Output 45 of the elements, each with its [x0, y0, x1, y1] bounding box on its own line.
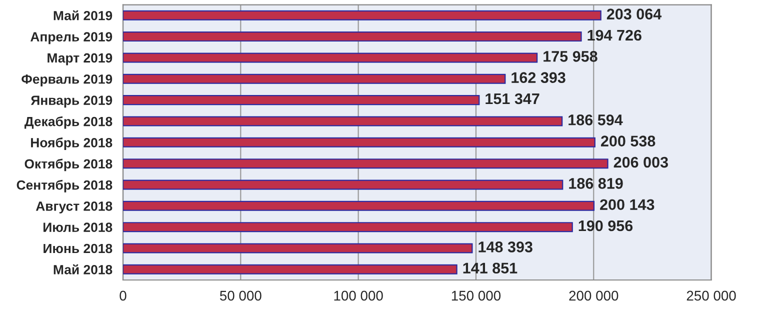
- data-label: 190 956: [578, 220, 633, 232]
- bar: [123, 200, 595, 211]
- y-tick-label: Март 2019: [48, 53, 112, 66]
- x-tick-label: 150 000: [452, 290, 501, 301]
- y-tick-label: Январь 2019: [30, 96, 112, 108]
- data-label: 186 594: [568, 114, 623, 126]
- bar: [123, 158, 608, 169]
- y-tick-label: Май 2019: [54, 10, 112, 20]
- x-tick-label: 250 000: [686, 290, 736, 301]
- y-tick-label: Апрель 2019: [30, 32, 112, 44]
- y-tick-label: Декабрь 2018: [24, 116, 112, 129]
- bar: [123, 180, 564, 190]
- bar: [123, 52, 538, 63]
- bar: [123, 116, 563, 126]
- y-tick-label: Ноябрь 2018: [31, 138, 112, 150]
- bar: [123, 32, 582, 42]
- bar: [123, 95, 480, 106]
- data-label: 162 393: [512, 72, 566, 84]
- bar: [123, 74, 506, 84]
- x-tick-label: 200 000: [569, 290, 618, 301]
- bar: [123, 264, 458, 274]
- y-tick-label: Октябрь 2018: [24, 158, 112, 172]
- x-tick-label: 50 000: [220, 290, 262, 301]
- bar: [123, 222, 573, 232]
- y-tick-label: Август 2018: [36, 201, 112, 214]
- data-label: 141 851: [463, 262, 518, 274]
- data-label: 186 819: [569, 178, 623, 189]
- y-tick-label: Ферваль 2019: [22, 74, 112, 86]
- data-label: 200 538: [600, 136, 656, 147]
- y-tick-label: Июнь 2018: [44, 244, 112, 254]
- y-tick-label: Сентябрь 2018: [16, 180, 112, 192]
- bar: [123, 10, 602, 20]
- data-label: 194 726: [588, 30, 642, 41]
- data-label: 206 003: [614, 156, 668, 168]
- x-tick-label: 100 000: [334, 290, 383, 301]
- data-label: 203 064: [606, 8, 662, 20]
- data-label: 151 347: [486, 93, 540, 104]
- x-tick-label: 0: [120, 290, 126, 301]
- bar: [123, 137, 596, 148]
- y-tick-label: Июль 2018: [44, 222, 112, 232]
- data-label: 175 958: [544, 51, 598, 62]
- bar: [123, 243, 473, 254]
- data-label: 148 393: [478, 242, 532, 252]
- y-tick-label: Май 2018: [54, 264, 112, 274]
- data-label: 200 143: [600, 199, 654, 210]
